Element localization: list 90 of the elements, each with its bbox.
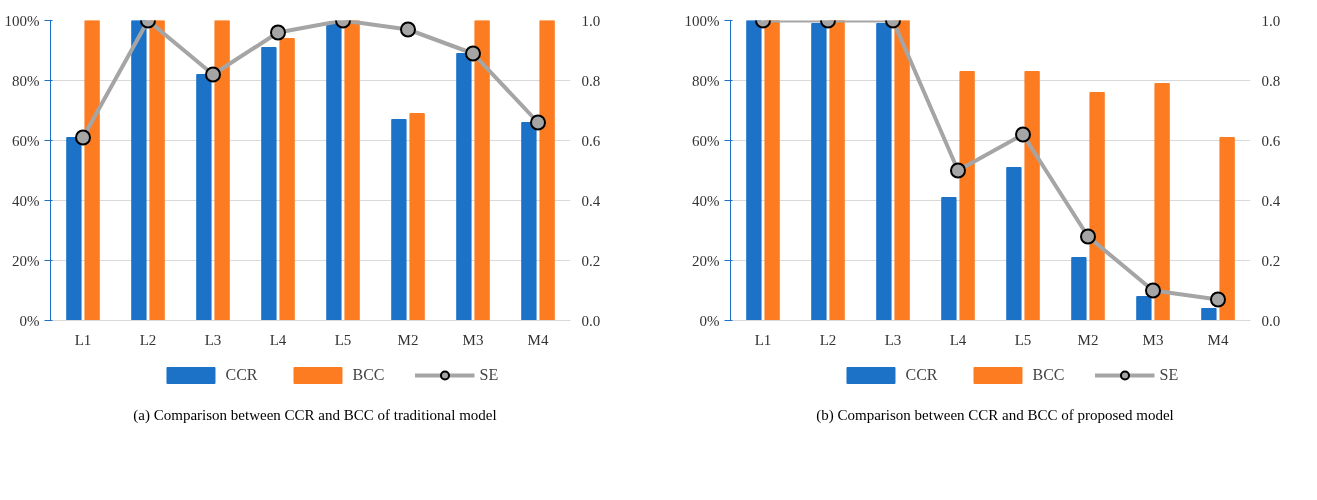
- x-tick-label: L2: [819, 331, 837, 348]
- x-tick-label: L4: [269, 331, 287, 348]
- bar: [391, 119, 407, 321]
- y2-tick-label: 0.4: [1261, 192, 1281, 209]
- bar: [66, 137, 82, 321]
- point: [400, 21, 416, 38]
- y-tick-label: 60%: [12, 132, 40, 149]
- x-tick-label: L3: [204, 331, 222, 348]
- y2-tick-label: 0.6: [1261, 132, 1281, 149]
- bar: [894, 20, 910, 321]
- x-tick-label: L5: [334, 331, 352, 348]
- bar: [474, 20, 490, 321]
- legend-label: BCC: [1032, 366, 1065, 384]
- y-tick-label: 0%: [699, 312, 720, 329]
- bar: [1089, 92, 1105, 321]
- x-tick-label: L5: [1014, 331, 1032, 348]
- point: [465, 45, 481, 62]
- y-tick-label: 40%: [692, 192, 720, 209]
- x-tick-label: L4: [949, 331, 967, 348]
- x-tick-label: M3: [1142, 331, 1164, 348]
- y-tick-label: 80%: [12, 72, 40, 89]
- bar: [746, 20, 762, 321]
- bar: [1154, 83, 1170, 321]
- y2-tick-label: 1.0: [581, 12, 601, 29]
- legend-label: SE: [479, 366, 500, 384]
- y-tick-label: 60%: [692, 132, 720, 149]
- bar: [959, 71, 975, 321]
- bar: [409, 113, 425, 321]
- point: [1015, 126, 1031, 143]
- point: [950, 162, 966, 179]
- x-tick-label: L1: [74, 331, 92, 348]
- x-tick-label: L1: [754, 331, 772, 348]
- y2-tick-label: 0.2: [1261, 252, 1281, 269]
- bar: [811, 23, 827, 321]
- point: [270, 24, 286, 41]
- point: [205, 66, 221, 83]
- y2-tick-label: 1.0: [1261, 12, 1281, 29]
- point: [1210, 291, 1226, 308]
- legend-label: CCR: [905, 366, 938, 384]
- text: (b) Comparison between CCR and BCC of proposed model: [816, 406, 1174, 425]
- bar: [131, 20, 147, 321]
- y2-tick-label: 0.0: [1261, 312, 1281, 329]
- legend-label: CCR: [225, 366, 258, 384]
- bar: [829, 20, 845, 321]
- x-tick-label: L2: [139, 331, 157, 348]
- bar: [1136, 296, 1152, 321]
- bar: [196, 74, 212, 321]
- bar: [1071, 257, 1087, 321]
- y-tick-label: 100%: [4, 12, 40, 29]
- bar: [521, 122, 537, 321]
- x-tick-label: L3: [884, 331, 902, 348]
- y2-tick-label: 0.6: [581, 132, 601, 149]
- bar: [941, 197, 957, 321]
- bar: [1201, 308, 1217, 321]
- y2-tick-label: 0.4: [581, 192, 601, 209]
- y-tick-label: 100%: [684, 12, 720, 29]
- y-tick-label: 20%: [692, 252, 720, 269]
- legend-label: BCC: [352, 366, 385, 384]
- bar: [149, 20, 165, 321]
- bar: [764, 20, 780, 321]
- bar: [1024, 71, 1040, 321]
- y-tick-label: 40%: [12, 192, 40, 209]
- point: [530, 114, 546, 131]
- y-tick-label: 0%: [19, 312, 40, 329]
- legend-label: SE: [1159, 366, 1180, 384]
- text: (a) Comparison between CCR and BCC of traditional model: [133, 406, 497, 425]
- bar: [539, 20, 555, 321]
- bar: [279, 38, 295, 321]
- y2-tick-label: 0.2: [581, 252, 601, 269]
- point: [75, 129, 91, 146]
- y2-tick-label: 0.0: [581, 312, 601, 329]
- y-tick-label: 80%: [692, 72, 720, 89]
- y2-tick-label: 0.8: [1261, 72, 1281, 89]
- bar: [1006, 167, 1022, 321]
- x-tick-label: M4: [1207, 331, 1229, 348]
- x-tick-label: M2: [1077, 331, 1099, 348]
- bar: [1219, 137, 1235, 321]
- x-tick-label: M2: [397, 331, 419, 348]
- bar: [456, 53, 472, 321]
- point: [1080, 228, 1096, 245]
- y-tick-label: 20%: [12, 252, 40, 269]
- bar: [326, 23, 342, 321]
- x-tick-label: M4: [527, 331, 549, 348]
- x-tick-label: M3: [462, 331, 484, 348]
- bar: [876, 23, 892, 321]
- y2-tick-label: 0.8: [581, 72, 601, 89]
- bar: [84, 20, 100, 321]
- point: [1145, 282, 1161, 299]
- bar: [261, 47, 277, 321]
- bar: [214, 20, 230, 321]
